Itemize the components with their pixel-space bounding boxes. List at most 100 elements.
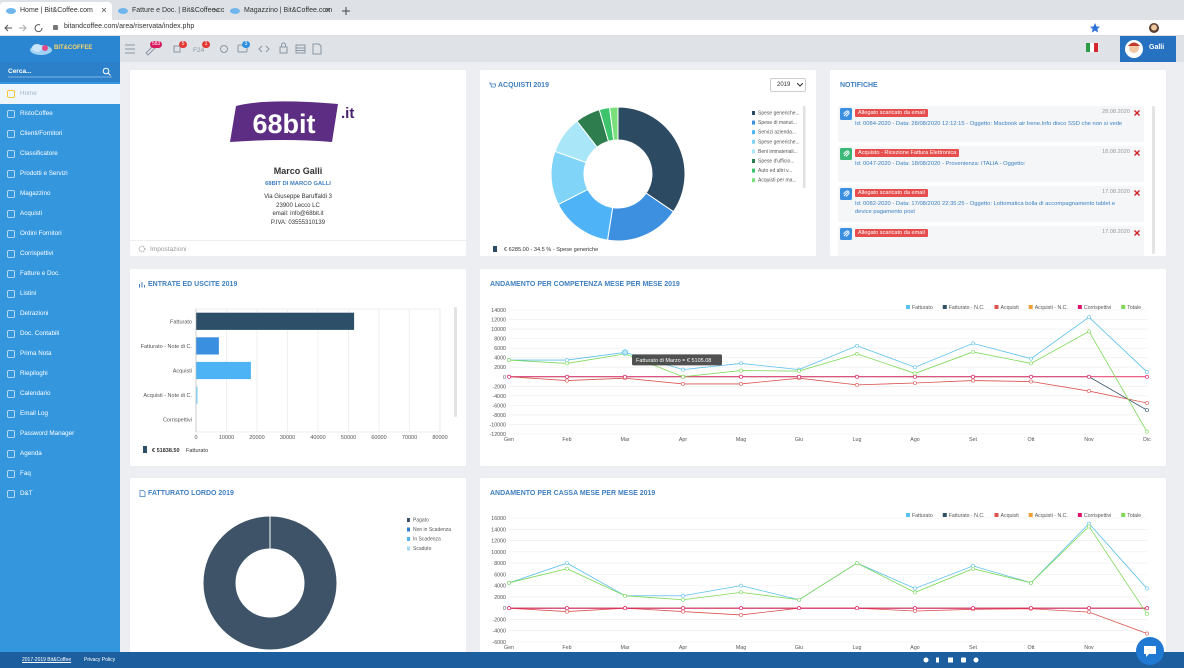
x-tick-label: Gen xyxy=(504,645,514,651)
menu-label: Magazzino xyxy=(20,190,51,197)
menu-icon xyxy=(7,450,15,458)
point-marker xyxy=(913,371,917,376)
settings-link[interactable]: Impostazioni xyxy=(150,246,187,253)
menu-item[interactable]: Riepiloghi xyxy=(0,364,120,384)
notification[interactable]: Allegato scaricato da email 28.08.2020 Id:… xyxy=(838,106,1144,142)
menu-icon xyxy=(7,410,15,418)
company-logo: 68bit .it xyxy=(230,101,354,142)
url[interactable]: bitandcoffee.com/area/riservata/index.ph… xyxy=(64,23,195,30)
app-brand[interactable]: BIT&COFFEE xyxy=(0,36,120,62)
menu-item[interactable]: Prodotti e Servizi xyxy=(0,164,120,184)
legend-label: Fatturato - N.C. xyxy=(949,305,985,311)
legend-swatch xyxy=(1028,305,1033,309)
menu-item[interactable]: Listini xyxy=(0,284,120,304)
menu-item[interactable]: Agenda xyxy=(0,444,120,464)
notification[interactable]: Acquisto - Ricezione Fattura Elettronica… xyxy=(838,146,1144,182)
tab-close xyxy=(325,7,331,13)
menu-item[interactable]: Home xyxy=(0,84,120,104)
point-marker xyxy=(971,350,975,354)
menu-item[interactable]: Fatture e Doc. xyxy=(0,264,120,284)
user-menu[interactable]: Galli xyxy=(1120,36,1176,62)
menu-item[interactable]: Email Log xyxy=(0,404,120,424)
dismiss-button[interactable] xyxy=(1134,110,1140,116)
dismiss-cross xyxy=(1134,230,1140,236)
notification[interactable]: Allegato scaricato da email 17.08.2020 xyxy=(838,226,1144,256)
icon-shape xyxy=(7,350,15,358)
y-tick-label: Corrispettivi xyxy=(163,418,192,424)
point-marker xyxy=(565,566,569,571)
new-tab[interactable] xyxy=(341,6,351,16)
point-marker xyxy=(971,378,975,383)
menu-item[interactable]: Detrazioni xyxy=(0,304,120,324)
browser-tab[interactable]: Home | Bit&Coffee.com xyxy=(0,2,112,20)
point-marker xyxy=(1087,315,1091,320)
x-tick-label: Apr xyxy=(679,645,687,651)
menu-item[interactable]: Clienti/Fornitori xyxy=(0,124,120,144)
menu-item[interactable]: Magazzino xyxy=(0,184,120,204)
menu-item[interactable]: Doc. Contabili xyxy=(0,324,120,344)
y-tick-label: 0 xyxy=(503,375,506,381)
dismiss-button[interactable] xyxy=(1134,190,1140,196)
notification-tag: Acquisto - Ricezione Fattura Elettronica xyxy=(855,149,960,157)
year-select[interactable]: 2019 xyxy=(770,78,806,92)
y-tick-label: -8000 xyxy=(492,413,506,419)
card-title: ENTRATE ED USCITE 2019 xyxy=(148,281,238,288)
icon-shape xyxy=(7,170,15,178)
menu-item[interactable]: D&T xyxy=(0,484,120,504)
title-icon xyxy=(139,282,145,288)
nav-buttons[interactable] xyxy=(0,20,60,36)
menu-item[interactable]: Acquisti xyxy=(0,204,120,224)
legend-label: Auto ed altri v... xyxy=(758,168,792,174)
menu-item[interactable]: Password Manager xyxy=(0,424,120,444)
menu-icon xyxy=(7,430,15,438)
address-line: Via Giuseppe Baruffaldi 3 xyxy=(264,194,332,200)
menu-item[interactable]: RistoCoffee xyxy=(0,104,120,124)
menu-item[interactable]: Faq xyxy=(0,464,120,484)
menu-item[interactable]: Classificatore xyxy=(0,144,120,164)
menu-item[interactable]: Corrispettivi xyxy=(0,244,120,264)
legend-label: Spese generiche... xyxy=(758,139,800,145)
menu-item[interactable]: Calendario xyxy=(0,384,120,404)
browser-tab[interactable]: Magazzino | Bit&Coffee.com xyxy=(224,2,336,20)
menu-item[interactable]: Prima Nota xyxy=(0,344,120,364)
dismiss-button[interactable] xyxy=(1134,230,1140,236)
language-flag[interactable] xyxy=(1086,43,1098,52)
bar xyxy=(196,361,251,380)
dismiss-cross xyxy=(1134,110,1140,116)
donut-slice xyxy=(609,106,619,141)
point-marker xyxy=(1087,374,1091,379)
menu-label: Email Log xyxy=(20,410,49,417)
chat-button[interactable] xyxy=(1135,636,1165,666)
favicon xyxy=(118,8,128,14)
menu-item[interactable]: Ordini Fornitori xyxy=(0,224,120,244)
y-tick-label: Acquisti xyxy=(173,369,192,375)
donut-slice xyxy=(202,515,338,651)
notification[interactable]: Allegato scaricato da email 17.08.2020 Id:… xyxy=(838,186,1144,222)
dismiss-button[interactable] xyxy=(1134,150,1140,156)
point-marker xyxy=(855,351,859,356)
search-box[interactable]: Cerca... xyxy=(0,62,120,82)
x-tick-label: 10000 xyxy=(219,435,234,441)
x-tick-label: 30000 xyxy=(280,435,295,441)
browser-tab[interactable]: Fatture e Doc. | Bit&Coffee.co xyxy=(112,2,224,20)
f24-icon[interactable]: F24 xyxy=(193,47,205,54)
x-tick-label: 60000 xyxy=(371,435,386,441)
search-decor xyxy=(8,67,112,78)
copyright[interactable]: 2017-2019 Bit&Coffee xyxy=(22,657,72,663)
point-marker xyxy=(1087,606,1091,611)
toolbar-icons[interactable]: F24 xyxy=(120,36,340,62)
tooltip-box xyxy=(632,354,722,366)
y-tick-label: Fatturato xyxy=(170,319,192,325)
privacy-link[interactable]: Privacy Policy xyxy=(84,657,116,663)
legend-swatch xyxy=(1077,305,1082,309)
legend-label: Fatturato xyxy=(912,513,933,519)
menu-icon xyxy=(7,210,15,218)
point-marker xyxy=(1145,429,1149,434)
accrual-chart: -12000 -10000 -8000 -6000 -4000 -2000 0 2000 400… xyxy=(490,305,1152,443)
scrollbar[interactable] xyxy=(1152,106,1155,254)
point-marker xyxy=(971,374,975,379)
series-line xyxy=(508,330,1148,432)
menu-icon xyxy=(7,130,15,138)
point-marker xyxy=(797,369,801,373)
social-icons[interactable] xyxy=(920,655,984,665)
